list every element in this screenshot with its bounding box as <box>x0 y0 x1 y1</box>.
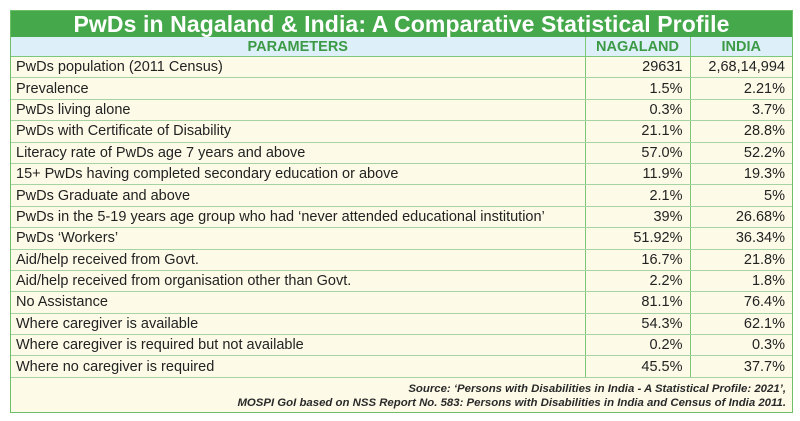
header-parameters: PARAMETERS <box>11 37 586 57</box>
parameter-cell: No Assistance <box>11 291 586 314</box>
india-cell: 5% <box>690 184 792 207</box>
india-cell: 28.8% <box>690 120 792 143</box>
table-row: Literacy rate of PwDs age 7 years and ab… <box>11 142 792 164</box>
table-row: Where caregiver is required but not avai… <box>11 334 792 357</box>
nagaland-cell: 39% <box>585 206 691 229</box>
india-cell: 3.7% <box>690 99 792 122</box>
india-cell: 52.2% <box>690 142 792 164</box>
table-row: PwDs Graduate and above 2.1% 5% <box>11 184 792 207</box>
nagaland-cell: 1.5% <box>585 77 691 100</box>
table-title: PwDs in Nagaland & India: A Comparative … <box>11 11 792 37</box>
parameter-cell: Aid/help received from Govt. <box>11 249 586 271</box>
nagaland-cell: 45.5% <box>585 355 691 378</box>
table-row: Aid/help received from Govt. 16.7% 21.8% <box>11 249 792 271</box>
table-row: PwDs ‘Workers’ 51.92% 36.34% <box>11 227 792 250</box>
header-india: INDIA <box>690 37 792 57</box>
parameter-cell: PwDs with Certificate of Disability <box>11 120 586 143</box>
nagaland-cell: 11.9% <box>585 163 691 186</box>
source-line-2: MOSPI GoI based on NSS Report No. 583: P… <box>237 396 786 409</box>
table-row: PwDs living alone 0.3% 3.7% <box>11 99 792 122</box>
nagaland-cell: 0.2% <box>585 334 691 357</box>
header-row: PARAMETERS NAGALAND INDIA <box>11 37 792 57</box>
india-cell: 1.8% <box>690 270 792 293</box>
parameter-cell: PwDs living alone <box>11 99 586 122</box>
table-row: PwDs in the 5-19 years age group who had… <box>11 206 792 229</box>
comparison-table-card: PwDs in Nagaland & India: A Comparative … <box>10 10 793 413</box>
parameter-cell: PwDs in the 5-19 years age group who had… <box>11 206 586 229</box>
nagaland-cell: 2.2% <box>585 270 691 293</box>
india-cell: 37.7% <box>690 355 792 378</box>
parameter-cell: PwDs ‘Workers’ <box>11 227 586 250</box>
parameter-cell: Where caregiver is required but not avai… <box>11 334 586 357</box>
parameter-cell: PwDs Graduate and above <box>11 184 586 207</box>
nagaland-cell: 16.7% <box>585 249 691 271</box>
nagaland-cell: 2.1% <box>585 184 691 207</box>
india-cell: 2,68,14,994 <box>690 56 792 79</box>
nagaland-cell: 57.0% <box>585 142 691 164</box>
table-row: 15+ PwDs having completed secondary educ… <box>11 163 792 186</box>
nagaland-cell: 51.92% <box>585 227 691 250</box>
parameter-cell: Prevalence <box>11 77 586 100</box>
parameter-cell: Literacy rate of PwDs age 7 years and ab… <box>11 142 586 164</box>
statistics-table: PARAMETERS NAGALAND INDIA PwDs populatio… <box>11 37 792 378</box>
parameter-cell: Where caregiver is available <box>11 313 586 336</box>
nagaland-cell: 81.1% <box>585 291 691 314</box>
nagaland-cell: 29631 <box>585 56 691 79</box>
nagaland-cell: 54.3% <box>585 313 691 336</box>
table-row: Prevalence 1.5% 2.21% <box>11 77 792 100</box>
source-line-1: Source: ‘Persons with Disabilities in In… <box>408 382 786 395</box>
table-row: Where no caregiver is required 45.5% 37.7% <box>11 355 792 378</box>
india-cell: 26.68% <box>690 206 792 229</box>
table-row: Aid/help received from organisation othe… <box>11 270 792 293</box>
india-cell: 76.4% <box>690 291 792 314</box>
table-row: PwDs population (2011 Census) 29631 2,68,1… <box>11 56 792 79</box>
table-row: No Assistance 81.1% 76.4% <box>11 291 792 314</box>
india-cell: 0.3% <box>690 334 792 357</box>
nagaland-cell: 0.3% <box>585 99 691 122</box>
parameter-cell: Where no caregiver is required <box>11 355 586 378</box>
nagaland-cell: 21.1% <box>585 120 691 143</box>
table-row: PwDs with Certificate of Disability 21.1%… <box>11 120 792 143</box>
parameter-cell: Aid/help received from organisation othe… <box>11 270 586 293</box>
header-nagaland: NAGALAND <box>585 37 691 57</box>
table-row: Where caregiver is available 54.3% 62.1% <box>11 313 792 336</box>
india-cell: 21.8% <box>690 249 792 271</box>
parameter-cell: PwDs population (2011 Census) <box>11 56 586 79</box>
india-cell: 62.1% <box>690 313 792 336</box>
table-body: PwDs population (2011 Census) 29631 2,68,1… <box>11 56 792 378</box>
india-cell: 2.21% <box>690 77 792 100</box>
parameter-cell: 15+ PwDs having completed secondary educ… <box>11 163 586 186</box>
india-cell: 36.34% <box>690 227 792 250</box>
source-note: Source: ‘Persons with Disabilities in In… <box>11 378 792 412</box>
india-cell: 19.3% <box>690 163 792 186</box>
